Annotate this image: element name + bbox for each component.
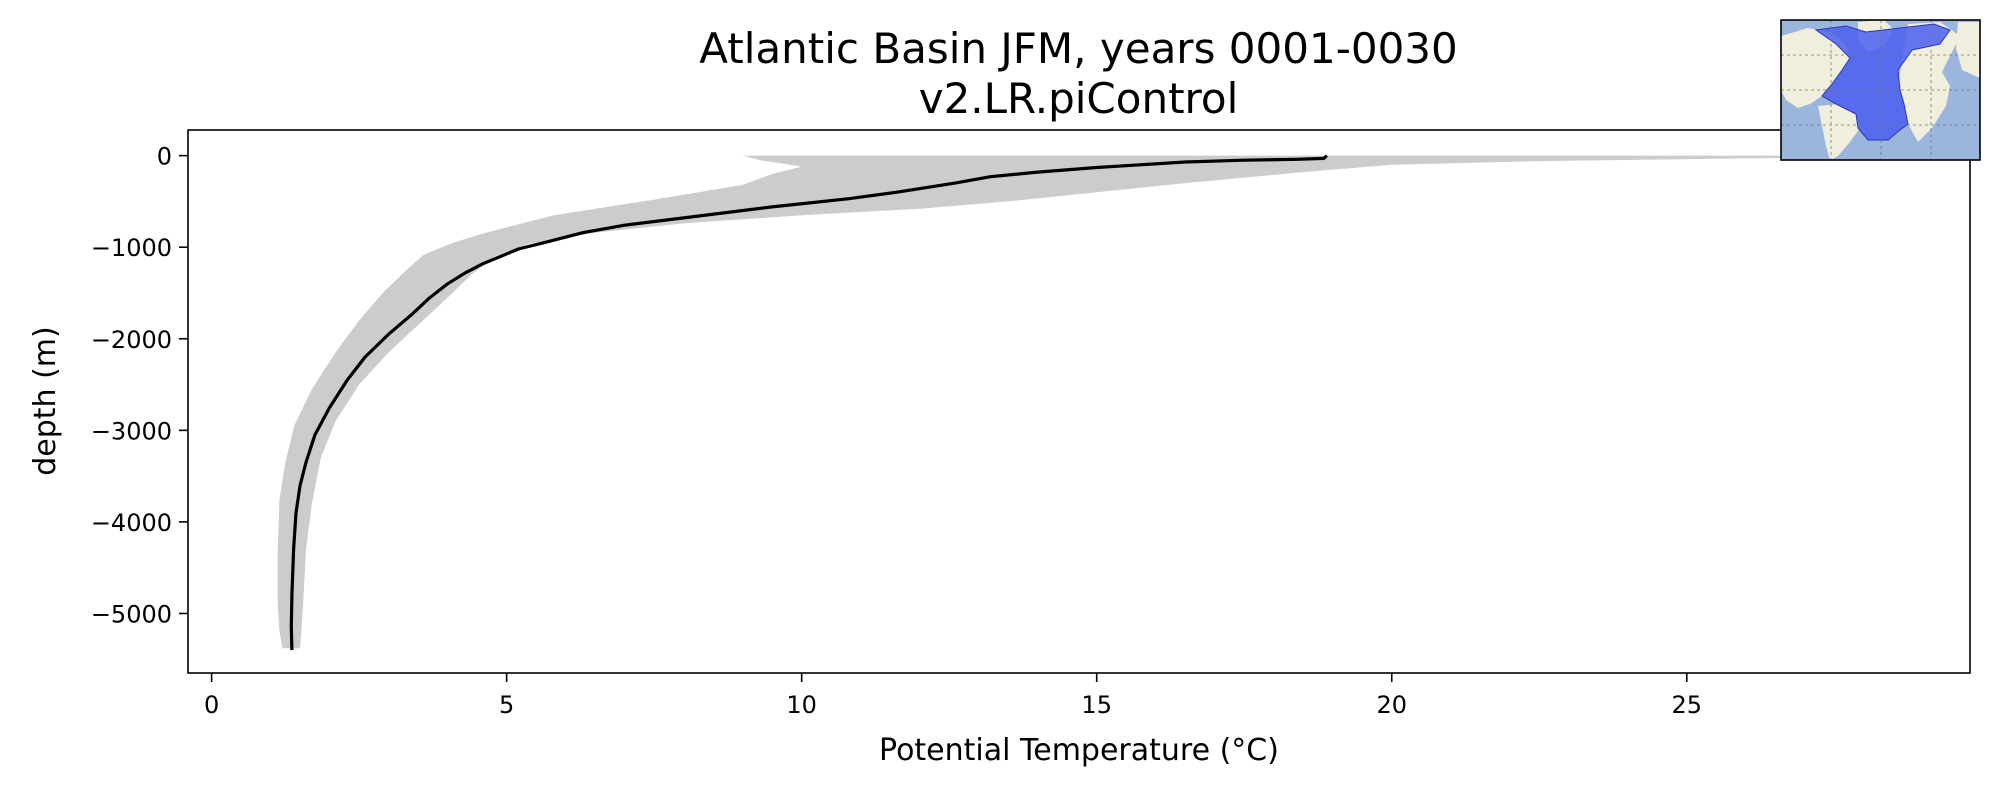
x-axis: 0 5 10 15 20 25 (204, 673, 1702, 719)
map-frame (1780, 19, 1981, 161)
map-land-north-america (1781, 28, 1850, 108)
x-tick-label: 15 (1081, 691, 1112, 719)
y-tick-label: −5000 (91, 600, 172, 628)
x-axis-label: Potential Temperature (°C) (879, 733, 1279, 768)
mean-temperature-line (289, 154, 1328, 651)
x-tick-label: 25 (1671, 691, 1702, 719)
y-axis-label: depth (m) (28, 326, 63, 476)
x-tick-label: 0 (204, 691, 219, 719)
y-tick-label: −1000 (91, 234, 172, 262)
y-tick-label: −3000 (91, 417, 172, 445)
temperature-range-band (277, 155, 1953, 649)
map-atlantic-basin-highlight (1814, 23, 1951, 141)
x-tick-label: 20 (1376, 691, 1407, 719)
map-land-south-america (1818, 104, 1860, 160)
y-tick-label: −4000 (91, 509, 172, 537)
map-graticule (1781, 20, 1980, 160)
x-tick-label: 10 (786, 691, 817, 719)
chart-subtitle: v2.LR.piControl (918, 74, 1239, 123)
y-tick-label: 0 (157, 143, 172, 171)
region-map (1780, 19, 1981, 161)
map-land-asia (1956, 22, 1980, 78)
axes-frame (187, 129, 1971, 674)
x-tick-label: 5 (499, 691, 514, 719)
chart-title: Atlantic Basin JFM, years 0001-0030 (699, 24, 1458, 73)
plot-area (277, 154, 1953, 651)
map-land-africa-europe (1898, 22, 1960, 142)
y-axis: 0 −1000 −2000 −3000 −4000 −5000 (91, 143, 188, 628)
y-tick-label: −2000 (91, 326, 172, 354)
